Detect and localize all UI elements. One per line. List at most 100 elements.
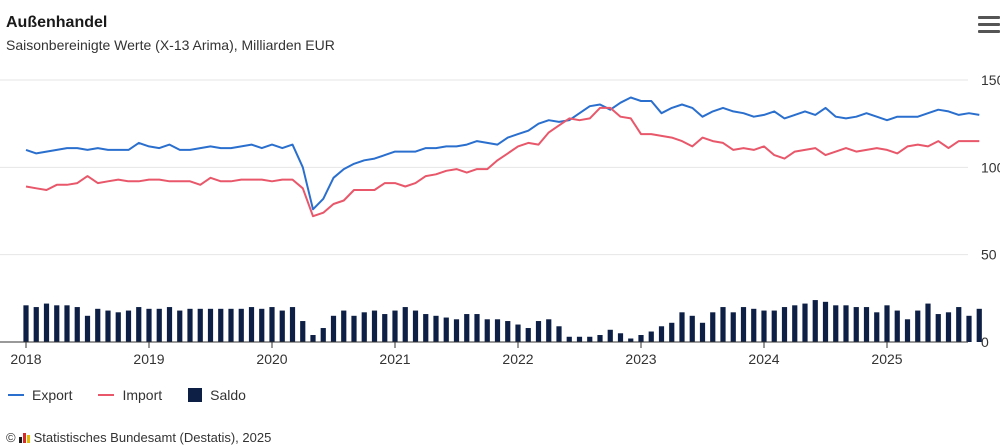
saldo-bar [843, 305, 849, 342]
saldo-bar [310, 335, 316, 342]
saldo-bar [474, 314, 480, 342]
saldo-bar [904, 319, 911, 342]
saldo-bar [822, 301, 829, 342]
saldo-bar [751, 308, 757, 342]
saldo-bar [433, 315, 439, 342]
saldo-bar [648, 331, 654, 342]
hamburger-menu-icon[interactable] [978, 16, 1000, 36]
saldo-bar [248, 307, 255, 342]
saldo-bar [597, 335, 603, 342]
saldo-bar [392, 310, 398, 342]
chart-legend: Export Import Saldo [8, 384, 272, 406]
saldo-bar [566, 336, 572, 342]
saldo-bar [956, 307, 962, 342]
chart-subtitle: Saisonbereinigte Werte (X-13 Arima), Mil… [6, 37, 335, 53]
legend-label-import: Import [122, 387, 163, 403]
saldo-bar [177, 310, 183, 342]
saldo-bar [853, 307, 859, 342]
saldo-bar [494, 319, 501, 342]
saldo-bar [669, 322, 675, 342]
saldo-bar [289, 307, 296, 342]
saldo-bar [125, 310, 132, 342]
saldo-bar [710, 312, 716, 342]
saldo-bar [54, 305, 60, 342]
saldo-bar [341, 310, 347, 342]
saldo-bar [945, 312, 952, 342]
saldo-bar [146, 308, 152, 342]
saldo-bar [371, 310, 378, 342]
x-tick-label: 2022 [502, 351, 533, 367]
legend-label-export: Export [32, 387, 73, 403]
saldo-bar [382, 314, 388, 342]
saldo-bar [361, 312, 367, 342]
saldo-bar [607, 329, 613, 342]
export-line [25, 96, 980, 211]
saldo-bar [792, 305, 798, 342]
saldo-bar [187, 308, 193, 342]
saldo-bar [556, 326, 562, 342]
saldo-bar [720, 307, 726, 342]
legend-item-export[interactable]: Export [8, 387, 72, 403]
x-tick-label: 2021 [379, 351, 410, 367]
saldo-bar [761, 310, 767, 342]
saldo-bar [915, 310, 921, 342]
saldo-bar [279, 310, 285, 342]
saldo-bar [802, 303, 808, 342]
y-tick-label: 50 [981, 247, 997, 263]
chart-plot: 150 100 50 0 2018 2019 2020 2021 2022 2023 2024 202… [0, 72, 1000, 367]
saldo-bar [484, 319, 490, 342]
saldo-bar [679, 312, 685, 342]
saldo-bar [74, 307, 80, 342]
saldo-bar [515, 324, 521, 342]
saldo-bar [453, 319, 460, 342]
saldo-bar [43, 303, 50, 342]
saldo-bar [771, 310, 777, 342]
saldo-bar [402, 307, 408, 342]
x-tick-label: 2018 [10, 351, 41, 367]
import-line [25, 106, 980, 218]
saldo-bar [443, 317, 449, 342]
x-tick-label: 2024 [748, 351, 779, 367]
saldo-bar [781, 307, 788, 342]
x-tick-label: 2020 [256, 351, 287, 367]
saldo-bar [423, 314, 429, 342]
saldo-bar [84, 315, 91, 342]
saldo-bar [64, 305, 70, 342]
saldo-bar [638, 335, 644, 342]
legend-item-import[interactable]: Import [98, 387, 162, 403]
saldo-bar [300, 321, 306, 342]
saldo-bar [95, 308, 101, 342]
saldo-bar [207, 308, 214, 342]
saldo-bar [412, 310, 419, 342]
saldo-bar [884, 305, 890, 342]
saldo-bar [658, 326, 665, 342]
saldo-bar [628, 338, 634, 342]
saldo-bar [587, 336, 593, 342]
saldo-bar [33, 307, 39, 342]
x-tick-label: 2019 [133, 351, 164, 367]
x-tick-label: 2025 [871, 351, 902, 367]
saldo-bar [197, 308, 203, 342]
saldo-bar [699, 322, 706, 342]
saldo-bar [863, 307, 870, 342]
saldo-bar [617, 333, 624, 342]
saldo-bar [505, 321, 511, 342]
y-tick-label: 100 [981, 159, 1000, 175]
saldo-bar [966, 315, 972, 342]
export-line-swatch [8, 394, 24, 396]
import-line-swatch [98, 394, 115, 396]
destatis-logo-icon [18, 432, 31, 443]
legend-item-saldo[interactable]: Saldo [188, 387, 246, 403]
saldo-bar [238, 308, 244, 342]
saldo-bar [535, 321, 542, 342]
saldo-bar [689, 315, 695, 342]
saldo-bar [525, 328, 531, 342]
saldo-bar [935, 314, 941, 342]
saldo-bar [976, 308, 982, 342]
saldo-bar [925, 303, 931, 342]
x-tick-label: 2023 [625, 351, 656, 367]
saldo-bar [740, 307, 747, 342]
saldo-bar [894, 310, 900, 342]
saldo-bar [546, 319, 552, 342]
saldo-bar [833, 305, 839, 342]
